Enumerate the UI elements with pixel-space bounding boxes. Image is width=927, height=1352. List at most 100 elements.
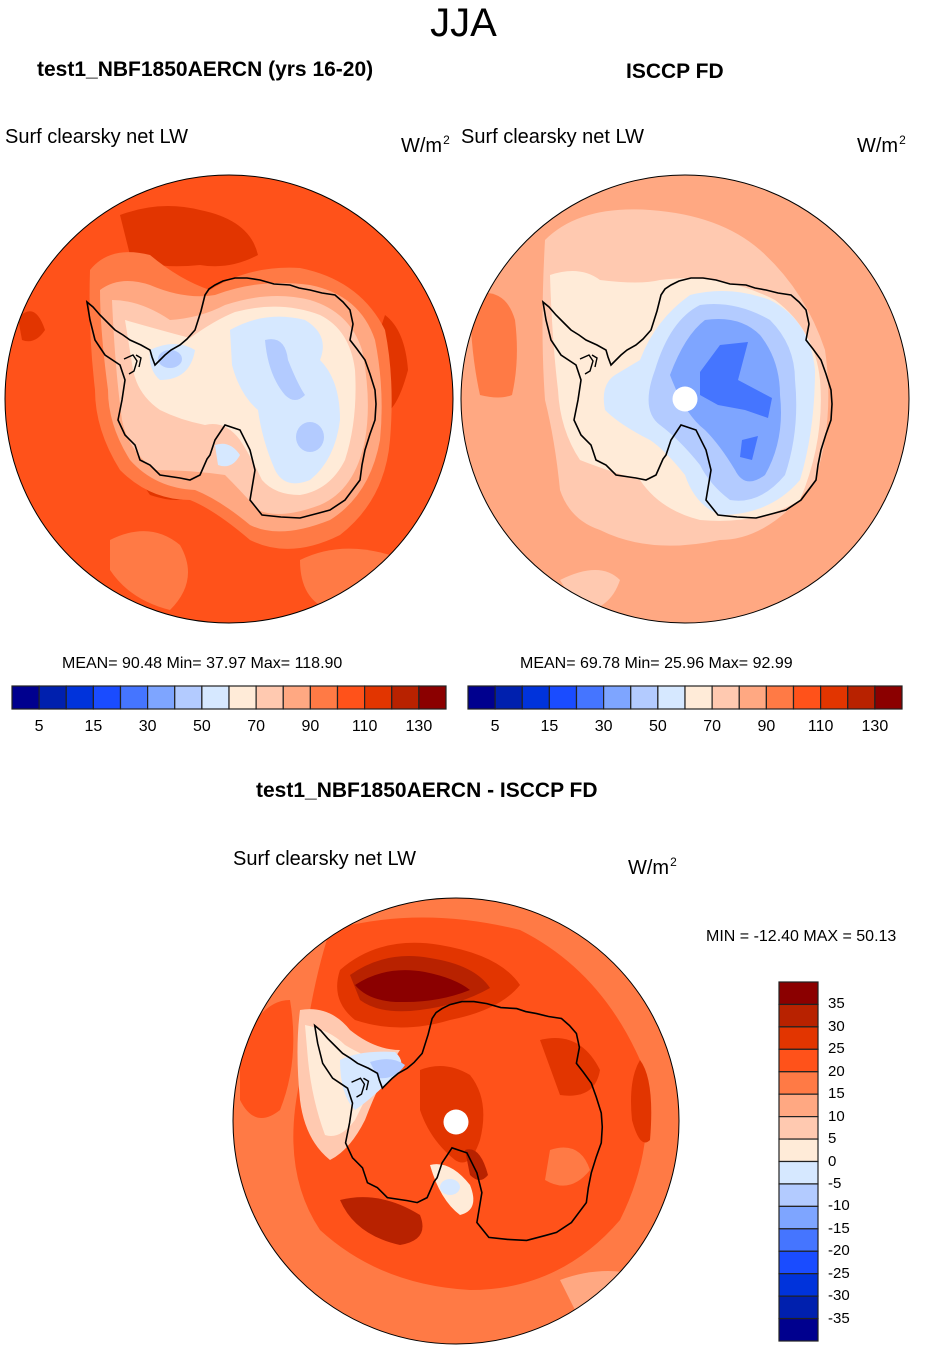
colorbar-tick-label: 70	[247, 718, 266, 735]
contour-ocean-west	[240, 1000, 294, 1118]
colorbar-model	[11, 685, 447, 710]
colorbar-box	[847, 685, 876, 710]
colorbar-box	[778, 1003, 819, 1028]
colorbar-box	[630, 685, 659, 710]
contour-plateau-core	[700, 342, 772, 418]
figure-title: JJA	[430, 1, 497, 45]
colorbar-tick-label: 5	[828, 1130, 837, 1148]
colorbar-box	[11, 685, 40, 710]
colorbar-tick-label: -10	[828, 1197, 850, 1215]
colorbar-box	[65, 685, 94, 710]
colorbar-box	[201, 685, 230, 710]
colorbar-box	[778, 981, 819, 1006]
missing-data-pole	[672, 386, 698, 412]
map-model	[5, 175, 453, 623]
colorbar-box	[778, 1093, 819, 1118]
contour-pole-max	[465, 1149, 488, 1180]
units-text: W/m	[401, 135, 443, 157]
colorbar-box	[657, 685, 686, 710]
map-border-diff	[232, 897, 680, 1345]
contour-ocean-south-east	[300, 548, 390, 610]
map-obs	[461, 175, 909, 623]
colorbar-tick-label: 110	[351, 718, 378, 735]
units-text: W/m	[628, 857, 670, 879]
contour-ocean-max-north	[120, 206, 258, 267]
panel-title-diff: test1_NBF1850AERCN - ISCCP FD	[256, 779, 598, 802]
stats-diff: MIN = -12.40 MAX = 50.13	[706, 928, 897, 945]
map-border-obs	[460, 174, 910, 624]
colorbar-tick-label: -20	[828, 1242, 850, 1260]
colorbar-box	[603, 685, 632, 710]
contour-ronne-min	[370, 1059, 405, 1079]
colorbar-box	[336, 685, 366, 710]
colorbar-tick-label: -5	[828, 1174, 842, 1192]
colorbar-box	[92, 685, 122, 710]
colorbar-box	[282, 685, 311, 710]
colorbar-tick-label: 20	[828, 1062, 845, 1080]
colorbar-tick-label: 50	[192, 718, 211, 735]
units-text: W/m	[857, 135, 899, 157]
colorbar-box	[575, 685, 605, 710]
colorbar-tick-label: 30	[828, 1017, 845, 1035]
contour-ross-amundsen-max	[340, 1197, 423, 1245]
colorbar-box	[119, 685, 149, 710]
colorbar-box	[820, 685, 849, 710]
colorbar-tick-label: 110	[807, 718, 834, 735]
colorbar-box	[778, 1273, 819, 1297]
colorbar-tick-label: 15	[828, 1085, 845, 1103]
colorbar-box	[255, 685, 284, 710]
colorbar-tick-label: 130	[861, 718, 889, 735]
contour-ocean-max-west	[470, 292, 517, 398]
colorbar-tick-label: 50	[648, 718, 667, 735]
units-exponent: 2	[899, 133, 906, 147]
units-label-obs: W/m2	[857, 128, 906, 158]
units-label-model: W/m2	[401, 128, 450, 158]
colorbar-box	[738, 685, 767, 710]
colorbar-tick-label: 5	[490, 718, 500, 735]
colorbar-box	[494, 685, 523, 710]
colorbar-box	[874, 685, 903, 710]
colorbar-box	[38, 685, 67, 710]
colorbar-box	[174, 685, 203, 710]
colorbar-tick-label: 90	[301, 718, 320, 735]
colorbar-box	[778, 1295, 819, 1320]
colorbar-tick-label: -15	[828, 1219, 850, 1237]
contour-plateau-min-2	[296, 422, 324, 452]
colorbar-tick-label: 30	[594, 718, 613, 735]
panel-title-obs: ISCCP FD	[626, 60, 724, 83]
stats-model: MEAN= 90.48 Min= 37.97 Max= 118.90	[62, 655, 343, 672]
colorbar-box	[778, 1183, 819, 1207]
units-exponent: 2	[443, 133, 450, 147]
colorbar-box	[684, 685, 713, 710]
colorbar-box	[364, 685, 393, 710]
colorbar-tick-label: 90	[757, 718, 776, 735]
colorbar-box	[778, 1205, 819, 1230]
colorbar-box	[778, 1138, 819, 1163]
contour-ross-low	[215, 443, 240, 467]
stats-obs: MEAN= 69.78 Min= 25.96 Max= 92.99	[520, 655, 793, 672]
colorbar-tick-label: 5	[34, 718, 44, 735]
colorbar-box	[778, 1160, 819, 1185]
colorbar-box	[778, 1250, 819, 1275]
colorbar-tick-label: 70	[703, 718, 722, 735]
colorbar-box	[147, 685, 176, 710]
contour-plateau-core-2	[740, 436, 758, 460]
colorbar-box	[711, 685, 740, 710]
colorbar-tick-label: 15	[540, 718, 559, 735]
units-label-diff: W/m2	[628, 850, 677, 880]
colorbar-box	[778, 1317, 819, 1342]
colorbar-tick-label: 0	[828, 1152, 837, 1170]
panel-title-model: test1_NBF1850AERCN (yrs 16-20)	[37, 58, 374, 81]
contour-ocean-max-west	[18, 311, 45, 342]
colorbar-diff	[778, 981, 819, 1342]
colorbar-tick-label: -30	[828, 1287, 850, 1305]
contour-east-interior-patch	[545, 1147, 590, 1186]
variable-label-obs: Surf clearsky net LW	[461, 126, 645, 148]
contour-east-interior-high	[540, 1038, 600, 1096]
contour-ross-low	[440, 1179, 460, 1195]
units-exponent: 2	[670, 855, 677, 869]
colorbar-box	[309, 685, 339, 710]
colorbar-box	[765, 685, 795, 710]
colorbar-box	[228, 685, 257, 710]
